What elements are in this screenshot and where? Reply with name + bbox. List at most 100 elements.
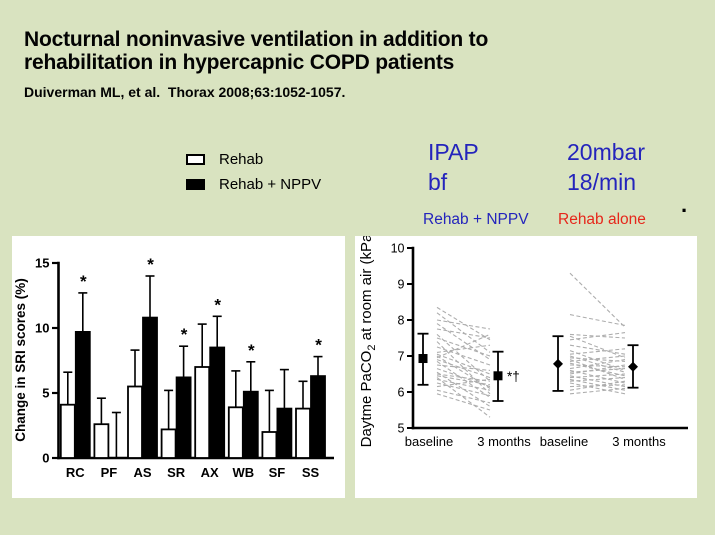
- rehab-swatch-icon: [186, 154, 205, 165]
- patient-trajectory-line: [436, 341, 491, 395]
- y-tick-label: 9: [398, 277, 405, 291]
- patient-trajectory-line: [436, 393, 491, 411]
- y-tick-label: 6: [398, 385, 405, 399]
- mean-marker-diamond: [553, 358, 563, 369]
- bar-rehab-nppv: [142, 316, 158, 459]
- slide-title-line1: Nocturnal noninvasive ventilation in add…: [24, 28, 489, 51]
- sri-bar-chart: 0 5 10 15 Change in SRI scores (%) RC * PF AS * SR…: [13, 255, 334, 480]
- x-category-label: SF: [269, 465, 286, 480]
- patient-trajectory-line: [436, 337, 491, 357]
- slide-title-line2: rehabilitation in hypercapnic COPD patie…: [24, 51, 455, 74]
- chart-legend: Rehab Rehab + NPPV: [186, 147, 321, 197]
- significance-star: *: [214, 295, 221, 314]
- slide-title: Nocturnal noninvasive ventilation in add…: [24, 28, 614, 74]
- bar-rehab: [295, 407, 311, 459]
- bar-rehab: [227, 406, 244, 459]
- significance-star: *: [181, 325, 188, 344]
- y-label-pre: Daytme PaCO: [358, 351, 375, 448]
- patient-trajectory-line: [436, 373, 491, 382]
- bar-rehab-nppv: [276, 407, 293, 459]
- bar-rehab: [127, 385, 143, 459]
- patient-trajectory-line: [436, 377, 491, 418]
- mean-marker-square: [418, 354, 428, 364]
- patient-trajectory-line: [569, 378, 626, 391]
- significance-star: *: [248, 341, 255, 360]
- patient-trajectory-line: [436, 333, 491, 382]
- setting-param-bf: bf: [428, 169, 448, 195]
- significance-star: *: [80, 272, 87, 291]
- patient-trajectory-line: [436, 378, 491, 388]
- paco2-paired-chart: 5 6 7 8 9 10 Daytme PaCO2 at room air (kPa) *† b…: [358, 236, 688, 449]
- patient-trajectory-line: [436, 359, 491, 379]
- ventilator-settings-params: IPAP bf: [428, 137, 479, 197]
- x-axis-label: 3 months: [612, 434, 666, 449]
- x-axis-label: baseline: [405, 434, 453, 449]
- y-label-sub: 2: [366, 345, 378, 351]
- patient-trajectory-line: [436, 364, 491, 371]
- setting-param-ipap: IPAP: [428, 139, 479, 165]
- group-label-rehab-alone: Rehab alone: [558, 211, 646, 228]
- sri-bar-chart-panel: 0 5 10 15 Change in SRI scores (%) RC * PF AS * SR…: [12, 236, 345, 498]
- x-category-label: AS: [133, 465, 151, 480]
- patient-trajectory-line: [436, 323, 491, 361]
- ventilator-settings-values: 20mbar 18/min: [567, 137, 645, 197]
- patient-trajectory-line: [436, 306, 491, 341]
- patient-trajectory-line: [569, 355, 626, 362]
- patient-trajectory-line: [436, 371, 491, 407]
- bar-rehab-nppv: [310, 375, 326, 459]
- x-category-label: PF: [101, 465, 118, 480]
- patient-trajectory-line: [436, 375, 491, 386]
- legend-label: Rehab: [219, 151, 264, 168]
- bar-rehab-nppv: [175, 376, 192, 459]
- patient-trajectory-line: [436, 378, 491, 391]
- patient-trajectory-line: [436, 312, 491, 353]
- stray-period-dot: .: [681, 192, 688, 217]
- patient-trajectory-line: [436, 389, 491, 404]
- patient-trajectory-line: [569, 387, 626, 395]
- bar-rehab-nppv: [242, 390, 259, 459]
- patient-trajectory-line: [436, 353, 491, 375]
- x-category-label: RC: [66, 465, 85, 480]
- x-category-label: SS: [302, 465, 320, 480]
- legend-label: Rehab + NPPV: [219, 176, 322, 193]
- patient-trajectory-line: [569, 377, 626, 382]
- significance-star: *: [147, 255, 154, 274]
- y-tick-label: 15: [35, 256, 49, 271]
- x-axis-label: 3 months: [477, 434, 531, 449]
- patient-trajectory-line: [436, 360, 491, 398]
- patient-trajectory-line: [569, 332, 626, 341]
- patient-trajectory-line: [569, 350, 626, 371]
- bar-rehab: [93, 423, 110, 459]
- paco2-chart-panel: 5 6 7 8 9 10 Daytme PaCO2 at room air (kPa) *† b…: [355, 236, 697, 498]
- rehab-nppv-swatch-icon: [186, 179, 205, 190]
- patient-trajectory-line: [569, 314, 626, 326]
- patient-trajectory-line: [569, 348, 626, 355]
- y-axis-label: Daytme PaCO2 at room air (kPa): [358, 236, 378, 447]
- y-axis-label: Change in SRI scores (%): [13, 278, 28, 442]
- setting-value-ipap: 20mbar: [567, 139, 645, 165]
- patient-trajectory-line: [436, 319, 491, 330]
- x-category-label: SR: [167, 465, 186, 480]
- y-tick-label: 5: [398, 421, 405, 435]
- x-category-label: AX: [201, 465, 219, 480]
- patient-trajectory-line: [569, 359, 626, 370]
- patient-trajectory-line: [569, 368, 626, 373]
- bar-rehab: [59, 403, 76, 459]
- patient-trajectory-line: [569, 373, 626, 379]
- significance-star: *: [315, 336, 322, 355]
- patient-trajectory-line: [569, 272, 626, 328]
- mean-marker-diamond: [628, 361, 638, 372]
- bar-rehab: [261, 431, 278, 459]
- y-tick-label: 7: [398, 349, 405, 363]
- y-tick-label: 0: [42, 451, 49, 466]
- patient-trajectory-line: [436, 346, 491, 366]
- citation: Duiverman ML, et al. Thorax 2008;63:1052…: [24, 84, 346, 100]
- y-tick-label: 5: [42, 386, 49, 401]
- patient-trajectory-line: [569, 364, 626, 375]
- setting-value-bf: 18/min: [567, 169, 637, 195]
- patient-trajectory-line: [569, 335, 626, 359]
- bar-rehab: [160, 428, 177, 459]
- significance-annotation: *†: [507, 369, 520, 384]
- bar-rehab-nppv: [74, 331, 91, 459]
